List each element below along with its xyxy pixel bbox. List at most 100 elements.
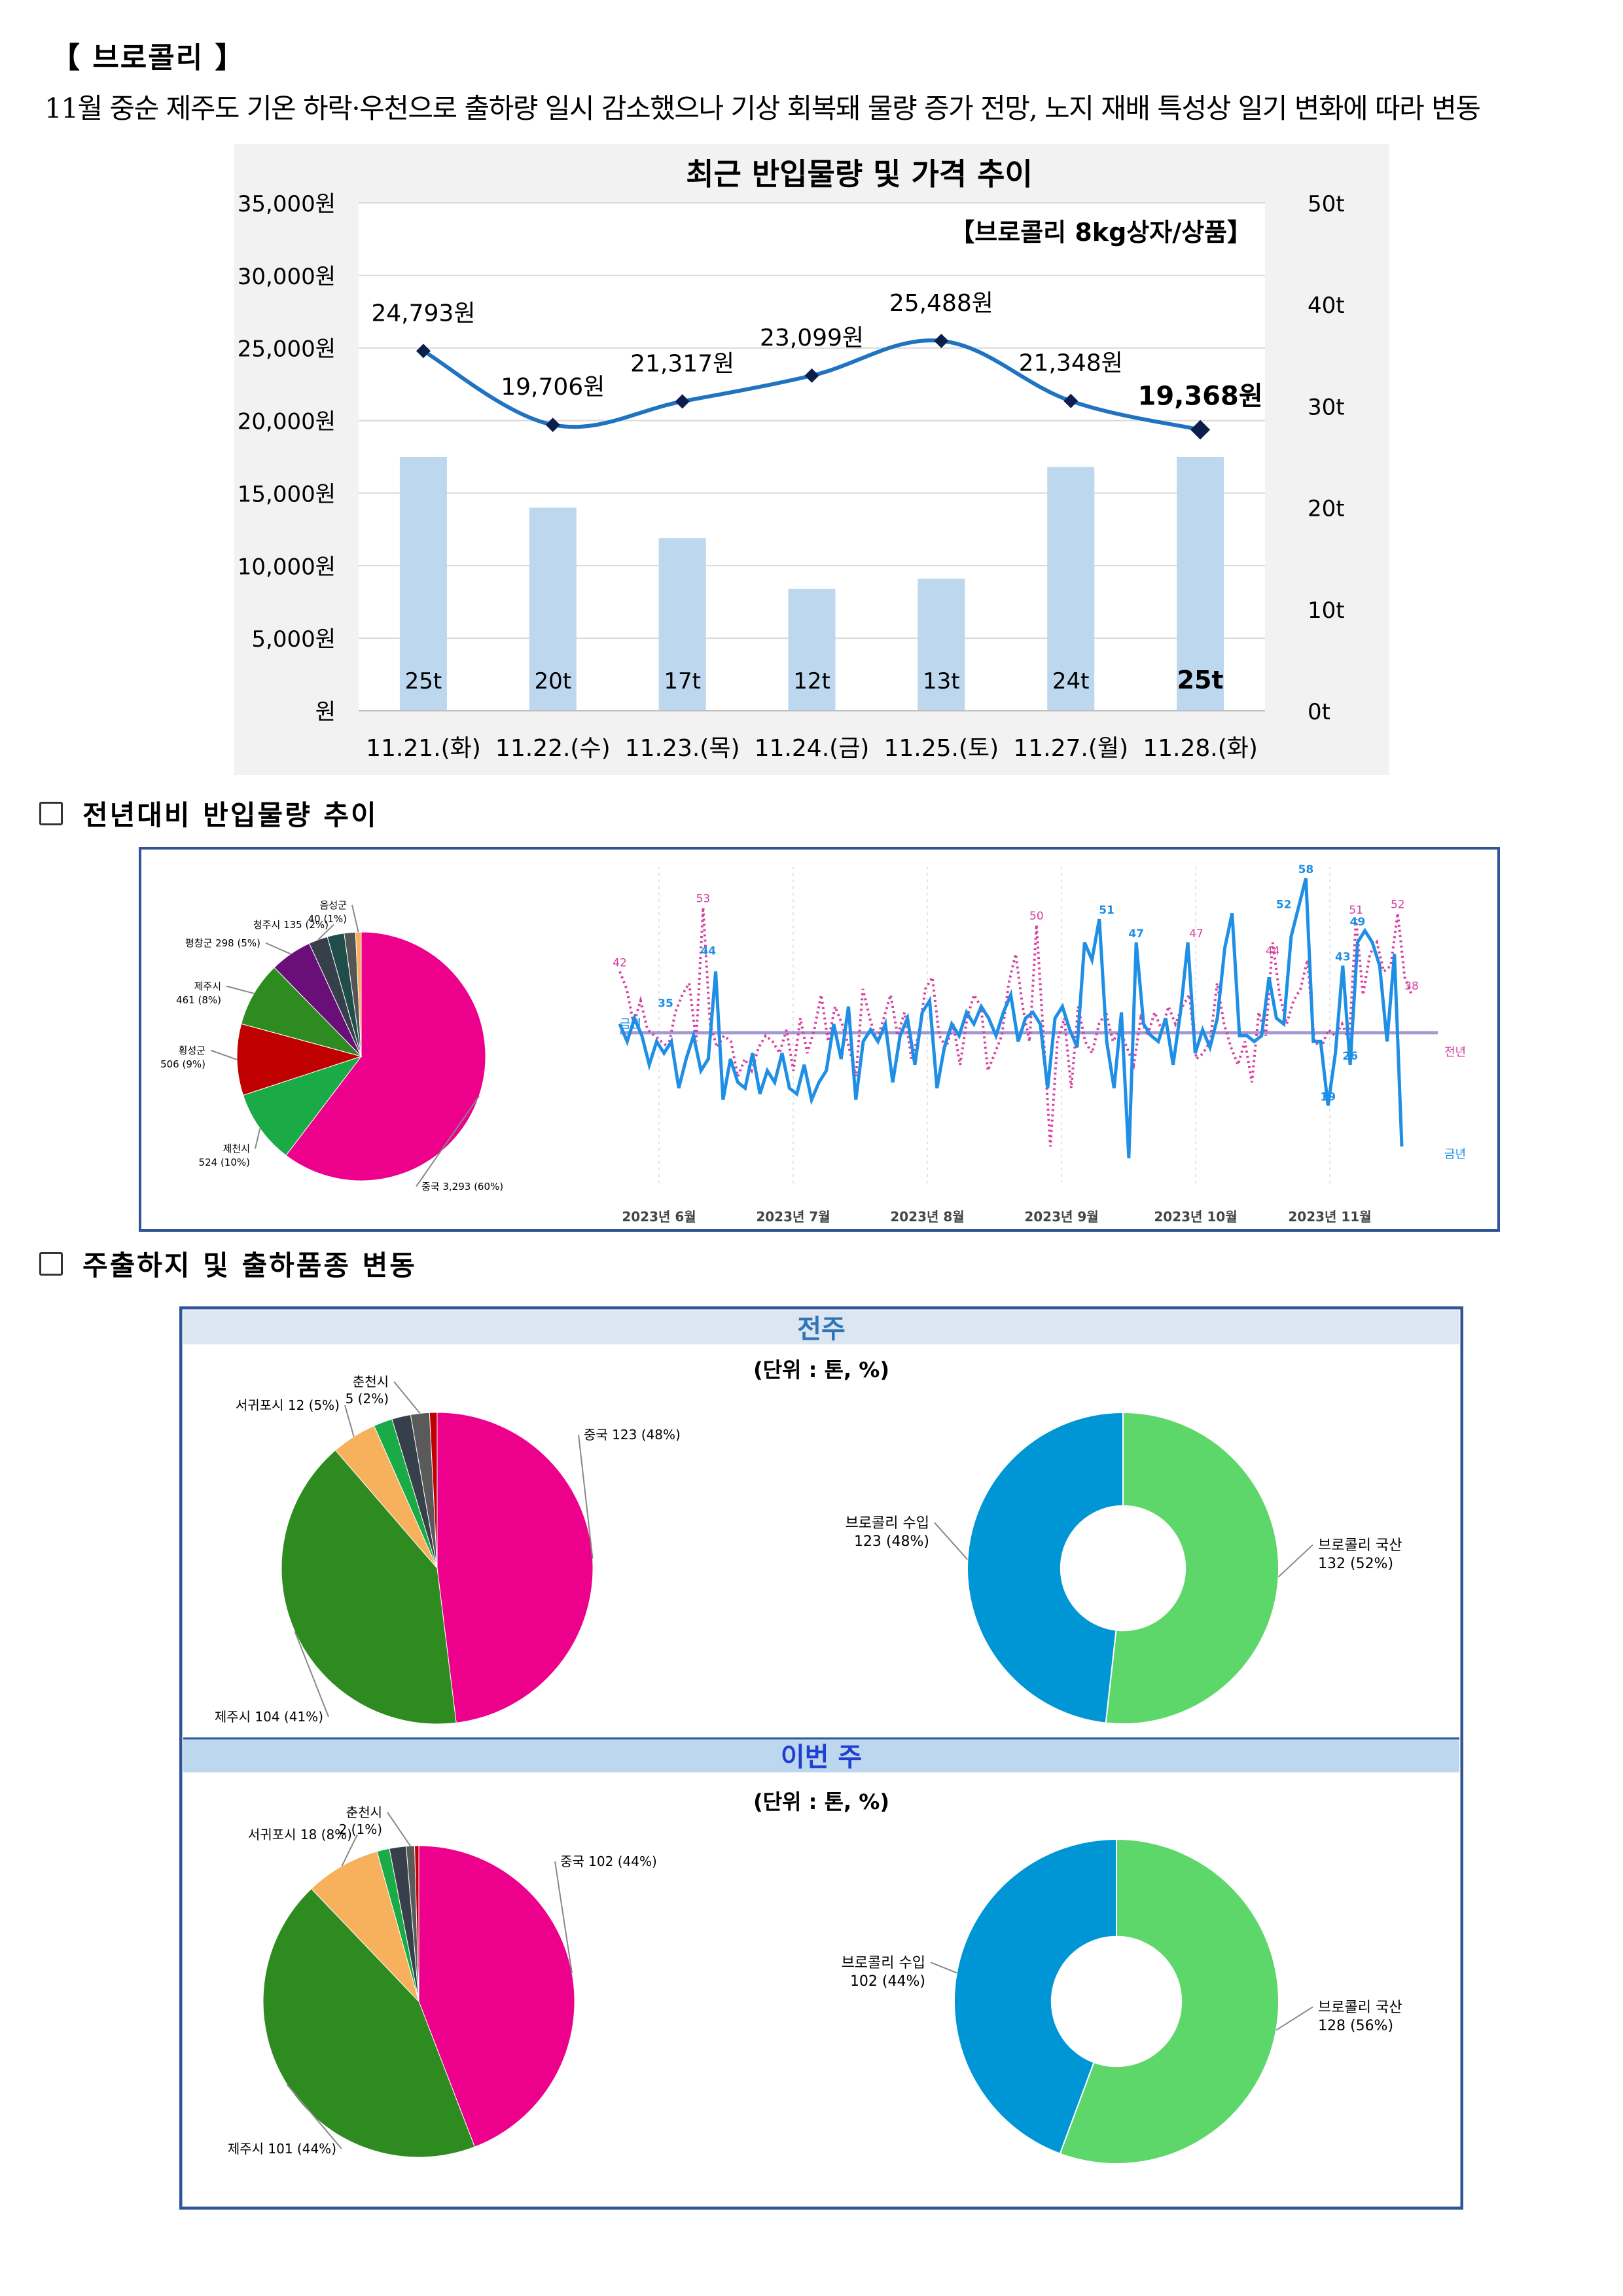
- leader-line: [934, 1522, 969, 1560]
- donut-slice: [1059, 1838, 1280, 2164]
- right-tick-label: 50t: [1308, 191, 1345, 217]
- leader-line: [341, 1834, 358, 1867]
- peak-label: 51: [1349, 904, 1363, 917]
- checkbox-icon: [39, 1251, 63, 1276]
- volume-bar: [918, 579, 965, 711]
- pie-label: 중국 3,293 (60%): [421, 1181, 503, 1193]
- pie-label: 음성군: [320, 899, 348, 911]
- donut-label: 123 (48%): [854, 1534, 929, 1550]
- peak-label: 42: [613, 956, 627, 969]
- price-marker: [545, 418, 560, 433]
- right-tick-label: 30t: [1308, 394, 1345, 420]
- leader-line: [387, 1812, 411, 1846]
- pie-label: 춘천시: [353, 1374, 389, 1390]
- series-label: 금년: [620, 1018, 641, 1031]
- pie-label: 중국 123 (48%): [584, 1427, 681, 1443]
- series-label: 금년: [1444, 1148, 1466, 1162]
- x-tick-label: 2023년 10월: [1154, 1209, 1237, 1225]
- x-tick-label: 2023년 11월: [1288, 1209, 1371, 1225]
- left-tick-label: 35,000원: [238, 191, 336, 217]
- header-band: [183, 1310, 1459, 1344]
- pie-label: 2 (1%): [339, 1821, 382, 1837]
- section-heading-yoy: 전년대비 반입물량 추이: [39, 793, 378, 833]
- donut-label: 102 (44%): [850, 1973, 925, 1990]
- x-tick-label: 11.21.(화): [366, 735, 481, 762]
- peak-label: 47: [1189, 927, 1204, 941]
- pie-label: 제주시 101 (44%): [228, 2141, 336, 2157]
- price-marker: [1063, 393, 1079, 408]
- left-tick-label: 5,000원: [251, 626, 336, 653]
- yoy-line-chart: 2023년 6월 2023년 7월 2023년 8월 2023년 9월 2023년 10…: [613, 863, 1466, 1225]
- donut-label: 132 (52%): [1318, 1556, 1393, 1572]
- price-line-series: 24,793원 19,706원 21,317원 23,099원 25,488원 21,34…: [371, 290, 1263, 440]
- volume-label: 24t: [1052, 668, 1090, 694]
- pie-slice: [311, 1851, 419, 2002]
- leader-line: [294, 1631, 329, 1717]
- peak-label: 43: [1335, 950, 1351, 963]
- pie-label: 서귀포시 12 (5%): [236, 1397, 340, 1413]
- x-tick-label: 11.24.(금): [755, 735, 870, 762]
- pie-slice: [414, 1845, 419, 2002]
- peak-label: 38: [1404, 980, 1419, 993]
- peak-label: 50: [1029, 910, 1044, 923]
- pie-label: 춘천시: [346, 1804, 382, 1820]
- right-tick-label: 20t: [1308, 496, 1345, 522]
- pie-slice: [241, 967, 363, 1057]
- leader-line: [930, 1962, 957, 1974]
- last-year-line: [618, 907, 1413, 1147]
- pie-label: 524 (10%): [199, 1157, 250, 1168]
- chart-title: 최근 반입물량 및 가격 추이: [686, 156, 1033, 192]
- pie-slice: [281, 1450, 457, 1725]
- panel-label-last-week: 전주: [797, 1314, 846, 1344]
- leader-line: [265, 942, 291, 955]
- volume-bar: [1047, 467, 1095, 711]
- left-tick-label: 20,000원: [238, 409, 336, 435]
- series-label: 전년: [1444, 1045, 1466, 1059]
- panel-label-this-week: 이번 주: [781, 1742, 862, 1772]
- leader-line: [255, 1128, 261, 1149]
- section-title: 주출하지 및 출하품종 변동: [82, 1249, 417, 1282]
- peak-label: 35: [658, 997, 673, 1011]
- price-volume-chart: 25t 20t 17t 12t 13t 24t 25t 24,793원 19,706원 21,3…: [234, 144, 1389, 775]
- donut-label: 128 (56%): [1318, 2018, 1393, 2034]
- volume-bar: [1177, 457, 1224, 711]
- pie-label: 중국 102 (44%): [560, 1854, 657, 1869]
- leader-line: [554, 1861, 573, 1973]
- volume-label: 20t: [534, 668, 571, 694]
- right-tick-label: 10t: [1308, 598, 1345, 624]
- leader-line: [393, 1381, 421, 1414]
- peak-label: 49: [1350, 916, 1366, 929]
- x-tick-label: 11.23.(목): [625, 735, 740, 762]
- donut-label: 브로콜리 수입: [842, 1955, 925, 1971]
- price-label: 25,488원: [889, 290, 993, 317]
- x-tick-label: 11.25.(토): [883, 735, 999, 762]
- leader-line: [317, 924, 334, 941]
- price-label: 21,348원: [1019, 350, 1123, 377]
- pie-label: 506 (9%): [160, 1058, 205, 1070]
- peak-label: 51: [1099, 904, 1115, 917]
- leader-line: [351, 905, 359, 933]
- pie-label: 제천시: [223, 1143, 250, 1155]
- leader-line: [226, 985, 255, 994]
- section-title: 전년대비 반입물량 추이: [82, 799, 378, 831]
- section-heading-origin: 주출하지 및 출하품종 변동: [39, 1244, 417, 1283]
- left-tick-label: 25,000원: [238, 336, 336, 363]
- gridlines: [359, 202, 1265, 711]
- axes: 원 5,000원 10,000원 15,000원 20,000원 25,000원 30,00…: [238, 191, 1345, 762]
- this-year-line: [618, 878, 1404, 1158]
- pie-label: 평창군 298 (5%): [185, 937, 260, 949]
- unit-label: (단위 : 톤, %): [753, 1789, 889, 1814]
- unit-label: (단위 : 톤, %): [753, 1357, 889, 1382]
- left-tick-label: 원: [315, 699, 336, 725]
- donut-label: 브로콜리 국산: [1318, 2000, 1402, 2016]
- leader-line: [578, 1434, 594, 1559]
- pie-label: 서귀포시 18 (8%): [248, 1827, 352, 1842]
- donut-slice: [954, 1838, 1117, 2155]
- price-marker: [934, 333, 949, 348]
- document-title: 【 브로콜리 】: [51, 41, 245, 75]
- donut-label: 브로콜리 국산: [1318, 1537, 1402, 1554]
- leader-line: [1275, 2006, 1313, 2031]
- x-tick-label: 11.27.(월): [1013, 735, 1128, 762]
- pie-label: 40 (1%): [308, 913, 347, 925]
- donut-slice: [1105, 1411, 1279, 1725]
